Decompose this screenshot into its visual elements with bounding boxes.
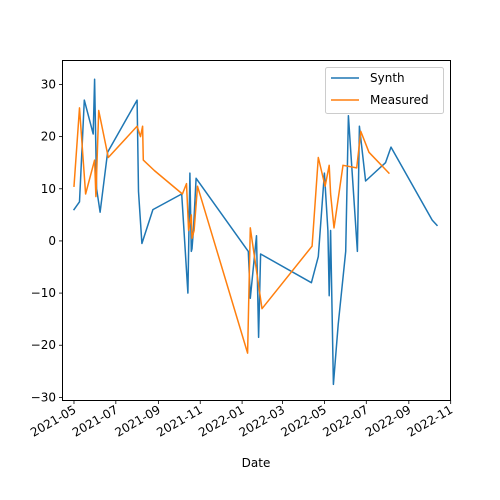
legend-label-synth: Synth	[370, 71, 405, 85]
legend-label-measured: Measured	[370, 93, 429, 107]
y-tick-label: 20	[41, 130, 56, 144]
x-axis-label: Date	[242, 456, 271, 470]
y-tick-label: −30	[31, 390, 56, 404]
legend: Synth Measured	[326, 68, 444, 114]
y-tick-label: 10	[41, 182, 56, 196]
y-tick-label: 0	[48, 234, 56, 248]
y-tick-label: −20	[31, 338, 56, 352]
y-tick-label: 30	[41, 77, 56, 91]
y-tick-label: −10	[31, 286, 56, 300]
